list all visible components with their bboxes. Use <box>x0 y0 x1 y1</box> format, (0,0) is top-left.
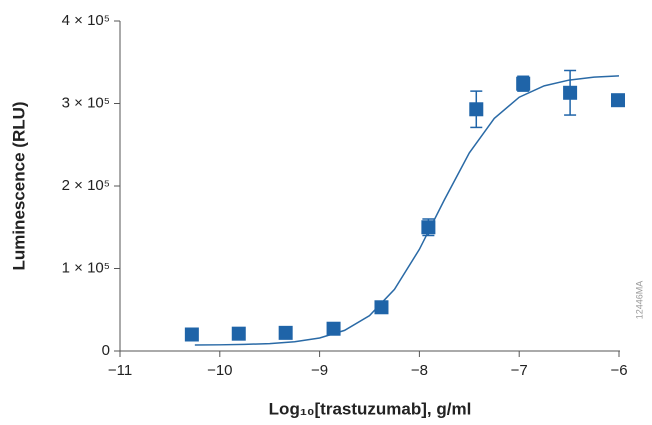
data-point <box>516 76 531 91</box>
y-tick-label: 1 × 10⁵ <box>62 259 110 276</box>
data-point <box>231 326 246 341</box>
data-point <box>326 321 341 336</box>
y-tick-label: 2 × 10⁵ <box>62 177 110 194</box>
data-point <box>184 327 199 342</box>
x-tick-label: −8 <box>411 362 428 379</box>
x-tick-label: −6 <box>610 362 627 379</box>
data-point <box>611 93 626 108</box>
y-tick-label: 4 × 10⁵ <box>62 12 110 29</box>
fit-curve <box>194 75 620 346</box>
data-point <box>374 300 389 315</box>
data-point <box>563 85 578 100</box>
x-tick-label: −9 <box>311 362 328 379</box>
x-tick-label: −7 <box>511 362 528 379</box>
data-point <box>421 220 436 235</box>
y-axis-title: Luminescence (RLU) <box>9 101 28 270</box>
annotation: 12446MA <box>634 281 644 320</box>
y-tick-label: 0 <box>102 342 110 359</box>
data-point <box>278 325 293 340</box>
y-tick-label: 3 × 10⁵ <box>62 94 110 111</box>
x-tick-label: −11 <box>108 362 132 379</box>
x-tick-label: −10 <box>207 362 232 379</box>
x-axis-title: Log₁₀[trastuzumab], g/ml <box>269 399 472 418</box>
data-point <box>469 102 484 117</box>
